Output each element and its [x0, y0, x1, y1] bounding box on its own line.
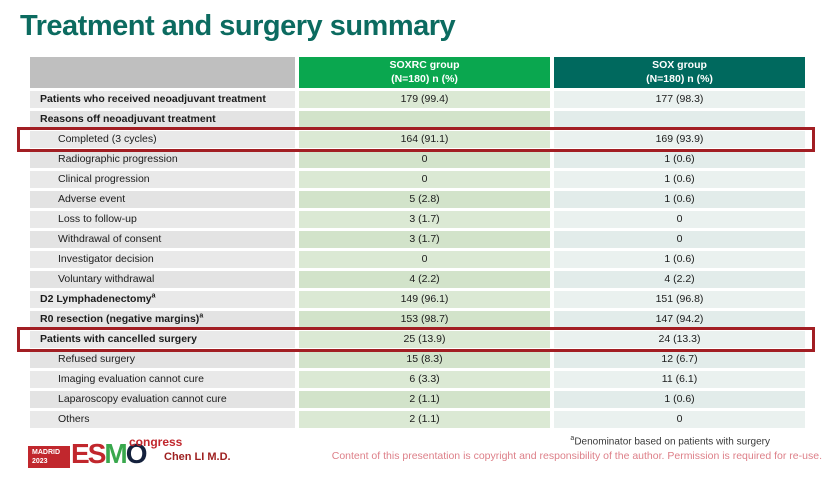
summary-table: SOXRC group (N=180) n (%) SOX group (N=1…: [17, 57, 815, 431]
table-row: Refused surgery 15 (8.3) 12 (6.7): [30, 351, 805, 368]
esmo-letter: S: [87, 438, 107, 469]
soxrc-value-cell: 2 (1.1): [299, 391, 550, 408]
label-superscript: a: [151, 292, 156, 300]
table-row: Laparoscopy evaluation cannot cure 2 (1.1…: [30, 391, 805, 408]
row-label-cell: Patients with cancelled surgery: [30, 331, 295, 348]
header-soxrc-name: SOXRC group: [389, 59, 460, 72]
sox-value-cell: 177 (98.3): [554, 91, 805, 108]
sox-value-cell: 151 (96.8): [554, 291, 805, 308]
year-label: 2023: [32, 458, 48, 466]
label-superscript: a: [199, 312, 204, 320]
sox-value-cell: 0: [554, 411, 805, 428]
row-label-cell: Investigator decision: [30, 251, 295, 268]
row-label-cell: Others: [30, 411, 295, 428]
row-label-cell: Completed (3 cycles): [30, 131, 295, 148]
sox-value-cell: 1 (0.6): [554, 251, 805, 268]
table-row: Investigator decision 0 1 (0.6): [30, 251, 805, 268]
copyright-notice: Content of this presentation is copyrigh…: [331, 450, 822, 462]
soxrc-value-cell: 25 (13.9): [299, 331, 550, 348]
esmo-letter: E: [71, 438, 90, 469]
esmo-letter: O: [125, 438, 148, 469]
sox-value-cell: 1 (0.6): [554, 171, 805, 188]
sox-value-cell: 0: [554, 211, 805, 228]
table-row: Completed (3 cycles) 164 (91.1) 169 (93.9): [30, 131, 805, 148]
soxrc-value-cell: 2 (1.1): [299, 411, 550, 428]
soxrc-value-cell: [299, 111, 550, 128]
sox-value-cell: 24 (13.3): [554, 331, 805, 348]
table-row: Imaging evaluation cannot cure 6 (3.3) 11 …: [30, 371, 805, 388]
header-sox-name: SOX group: [652, 59, 707, 72]
madrid-label: MADRID: [32, 449, 60, 456]
sox-value-cell: 0: [554, 231, 805, 248]
soxrc-value-cell: 164 (91.1): [299, 131, 550, 148]
esmo-letter: M: [104, 438, 127, 469]
table-footnote: aDenominator based on patients with surg…: [570, 435, 770, 447]
table-body: Patients who received neoadjuvant treatm…: [30, 91, 805, 428]
table-row: Patients who received neoadjuvant treatm…: [30, 91, 805, 108]
header-sox-sub: (N=180) n (%): [646, 72, 713, 85]
congress-label: congress: [129, 435, 183, 449]
soxrc-value-cell: 149 (96.1): [299, 291, 550, 308]
row-label-cell: Patients who received neoadjuvant treatm…: [30, 91, 295, 108]
row-label-cell: Clinical progression: [30, 171, 295, 188]
table-row: Patients with cancelled surgery 25 (13.9)…: [30, 331, 805, 348]
soxrc-value-cell: 0: [299, 151, 550, 168]
sox-value-cell: 147 (94.2): [554, 311, 805, 328]
row-label-cell: Adverse event: [30, 191, 295, 208]
row-label-cell: Refused surgery: [30, 351, 295, 368]
row-label-cell: Radiographic progression: [30, 151, 295, 168]
row-label-cell: Laparoscopy evaluation cannot cure: [30, 391, 295, 408]
table-row: Reasons off neoadjuvant treatment: [30, 111, 805, 128]
sox-value-cell: 1 (0.6): [554, 391, 805, 408]
soxrc-value-cell: 5 (2.8): [299, 191, 550, 208]
madrid-2023-badge: MADRID 2023: [28, 446, 70, 468]
header-soxrc-group: SOXRC group (N=180) n (%): [299, 57, 550, 88]
table-row: Others 2 (1.1) 0: [30, 411, 805, 428]
sox-value-cell: [554, 111, 805, 128]
soxrc-value-cell: 6 (3.3): [299, 371, 550, 388]
table-row: Withdrawal of consent 3 (1.7) 0: [30, 231, 805, 248]
sox-value-cell: 11 (6.1): [554, 371, 805, 388]
row-label-cell: Voluntary withdrawal: [30, 271, 295, 288]
esmo-congress-logo: MADRID 2023 ESMO congress: [26, 435, 182, 475]
row-label-cell: Withdrawal of consent: [30, 231, 295, 248]
soxrc-value-cell: 4 (2.2): [299, 271, 550, 288]
soxrc-value-cell: 153 (98.7): [299, 311, 550, 328]
sox-value-cell: 4 (2.2): [554, 271, 805, 288]
header-sox-group: SOX group (N=180) n (%): [554, 57, 805, 88]
table-row: R0 resection (negative margins)a 153 (98.…: [30, 311, 805, 328]
footnote-text: Denominator based on patients with surge…: [574, 436, 770, 448]
soxrc-value-cell: 179 (99.4): [299, 91, 550, 108]
sox-value-cell: 12 (6.7): [554, 351, 805, 368]
soxrc-value-cell: 0: [299, 171, 550, 188]
table-row: Voluntary withdrawal 4 (2.2) 4 (2.2): [30, 271, 805, 288]
footnote-superscript: a: [570, 435, 575, 442]
presenter-name: Chen LI M.D.: [164, 451, 231, 463]
sox-value-cell: 169 (93.9): [554, 131, 805, 148]
table-row: Radiographic progression 0 1 (0.6): [30, 151, 805, 168]
sox-value-cell: 1 (0.6): [554, 191, 805, 208]
esmo-wordmark: ESMO: [71, 437, 148, 471]
row-label-cell: Imaging evaluation cannot cure: [30, 371, 295, 388]
table-row: Clinical progression 0 1 (0.6): [30, 171, 805, 188]
row-label-cell: R0 resection (negative margins)a: [30, 311, 295, 328]
soxrc-value-cell: 0: [299, 251, 550, 268]
soxrc-value-cell: 3 (1.7): [299, 231, 550, 248]
table-row: Adverse event 5 (2.8) 1 (0.6): [30, 191, 805, 208]
table-row: D2 Lymphadenectomya 149 (96.1) 151 (96.8): [30, 291, 805, 308]
table-row: Loss to follow-up 3 (1.7) 0: [30, 211, 805, 228]
sox-value-cell: 1 (0.6): [554, 151, 805, 168]
header-empty-cell: [30, 57, 295, 88]
row-label-cell: D2 Lymphadenectomya: [30, 291, 295, 308]
row-label-cell: Reasons off neoadjuvant treatment: [30, 111, 295, 128]
soxrc-value-cell: 3 (1.7): [299, 211, 550, 228]
header-soxrc-sub: (N=180) n (%): [391, 72, 458, 85]
row-label-cell: Loss to follow-up: [30, 211, 295, 228]
soxrc-value-cell: 15 (8.3): [299, 351, 550, 368]
table-header-row: SOXRC group (N=180) n (%) SOX group (N=1…: [30, 57, 805, 88]
slide-title: Treatment and surgery summary: [20, 10, 456, 42]
